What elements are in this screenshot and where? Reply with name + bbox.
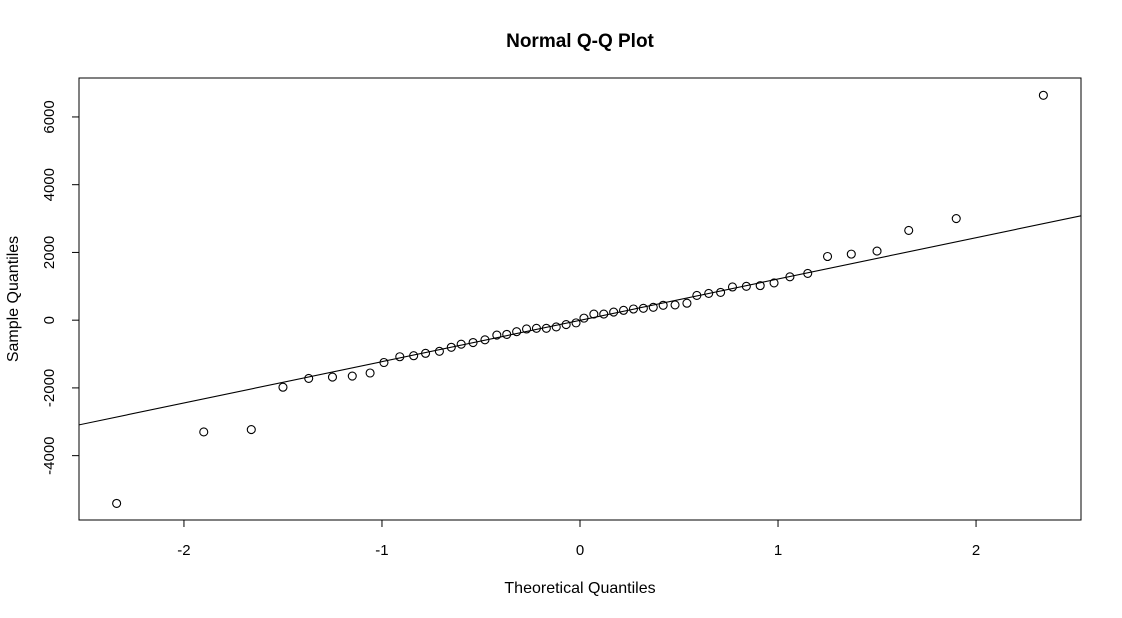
data-point xyxy=(716,287,726,297)
y-axis: -4000 -2000 0 2000 4000 6000 xyxy=(41,100,79,475)
data-point xyxy=(502,329,512,339)
y-tick-label: 2000 xyxy=(41,236,58,269)
data-point xyxy=(648,302,658,312)
plot-frame xyxy=(78,77,1082,521)
y-tick-label: 6000 xyxy=(41,100,58,133)
y-tick-label: 0 xyxy=(41,316,58,324)
x-tick-label: -2 xyxy=(177,542,190,559)
data-point xyxy=(670,300,680,310)
data-point xyxy=(468,337,478,348)
data-point xyxy=(446,342,456,352)
data-point xyxy=(420,348,431,358)
data-point xyxy=(434,346,444,356)
data-point xyxy=(199,427,209,437)
data-point xyxy=(741,281,751,291)
data-point xyxy=(304,373,314,383)
chart-title: Normal Q-Q Plot xyxy=(506,31,654,52)
data-point xyxy=(531,323,541,333)
data-point xyxy=(872,246,882,256)
data-point xyxy=(541,323,551,333)
data-point xyxy=(1038,90,1048,100)
x-tick-label: -1 xyxy=(375,542,388,559)
x-tick-label: 0 xyxy=(576,542,584,559)
data-point xyxy=(904,225,914,235)
data-point xyxy=(246,425,256,435)
data-point xyxy=(638,303,648,313)
data-point xyxy=(692,290,702,300)
data-point xyxy=(755,281,765,291)
x-tick-label: 1 xyxy=(774,542,782,559)
data-point xyxy=(512,327,522,337)
data-point xyxy=(727,282,738,292)
data-point xyxy=(409,351,419,361)
data-point xyxy=(658,300,668,310)
data-point xyxy=(278,382,288,392)
data-point xyxy=(365,368,375,378)
data-point xyxy=(785,272,795,282)
x-axis-label: Theoretical Quantiles xyxy=(504,580,655,597)
data-point xyxy=(769,278,779,288)
y-tick-label: -2000 xyxy=(41,369,58,407)
data-point xyxy=(704,288,714,298)
x-axis: -2 -1 0 1 2 xyxy=(177,520,980,559)
data-point xyxy=(609,307,619,317)
data-point xyxy=(579,313,589,323)
data-point xyxy=(347,371,357,381)
data-point xyxy=(561,320,571,330)
x-tick-label: 2 xyxy=(972,542,980,559)
data-point xyxy=(521,324,532,334)
data-point xyxy=(599,309,609,319)
data-point xyxy=(456,339,466,349)
data-point xyxy=(480,335,490,345)
data-point xyxy=(492,330,502,340)
data-point xyxy=(846,249,856,259)
data-point xyxy=(571,318,581,328)
y-tick-label: 4000 xyxy=(41,168,58,201)
plot-area xyxy=(79,90,1081,508)
data-point xyxy=(628,304,639,314)
data-point xyxy=(951,214,961,224)
data-point xyxy=(395,352,405,362)
data-point xyxy=(551,322,561,332)
y-axis-label: Sample Quantiles xyxy=(5,236,22,362)
data-point xyxy=(589,309,599,319)
y-tick-label: -4000 xyxy=(41,436,58,474)
data-point xyxy=(822,251,833,262)
data-point xyxy=(379,357,389,368)
data-point xyxy=(327,372,338,382)
data-point xyxy=(619,305,629,315)
data-point xyxy=(803,268,813,278)
data-point xyxy=(112,498,122,508)
data-point xyxy=(682,298,692,308)
